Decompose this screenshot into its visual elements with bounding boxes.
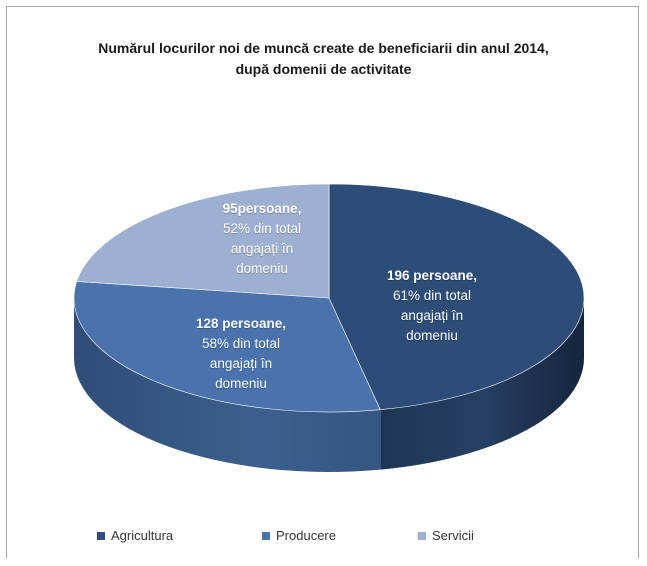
pie-slice-servicii <box>76 183 330 299</box>
legend-item-producere: Producere <box>262 528 336 543</box>
pie-side-producere <box>74 298 381 472</box>
legend-label-agricultura: Agricultura <box>111 528 174 543</box>
chart-title: Numărul locurilor noi de muncă create de… <box>0 38 647 80</box>
slice-label-agricultura-count: 196 persoane, <box>386 268 478 283</box>
chart-title-line-2: după domenii de activitate <box>235 61 412 77</box>
slice-label-servicii-pct: 52% din total <box>222 221 302 236</box>
pie-slice-producere <box>73 281 381 413</box>
slice-label-producere-count: 128 persoane, <box>195 316 287 331</box>
chart-area <box>6 6 639 559</box>
slice-label-producere: 128 persoane, 58% din total angajați în … <box>181 314 301 394</box>
legend-swatch-agricultura <box>97 531 105 540</box>
slice-label-servicii-count: 95persoane, <box>222 201 302 216</box>
legend-label-servicii: Servicii <box>432 528 474 543</box>
slice-label-agricultura-l4: domeniu <box>406 328 458 343</box>
legend-swatch-producere <box>262 531 270 540</box>
legend-label-producere: Producere <box>276 528 336 543</box>
slice-label-agricultura-l3: angajați în <box>400 308 464 323</box>
slice-label-producere-pct: 58% din total <box>201 336 281 351</box>
slice-label-agricultura: 196 persoane, 61% din total angajați în … <box>372 266 492 346</box>
slice-label-agricultura-pct: 61% din total <box>392 288 472 303</box>
slice-label-producere-l3: angajați în <box>209 356 273 371</box>
slice-label-servicii-l4: domeniu <box>236 261 288 276</box>
chart-title-line-1: Numărul locurilor noi de muncă create de… <box>98 40 549 56</box>
pie-tops <box>73 183 585 413</box>
slice-label-producere-l4: domeniu <box>215 376 267 391</box>
pie-side-agricultura <box>380 298 584 470</box>
legend-swatch-servicii <box>418 531 426 540</box>
legend-item-agricultura: Agricultura <box>97 528 173 543</box>
pie-slice-agricultura <box>328 183 585 410</box>
slice-label-servicii: 95persoane, 52% din total angajați în do… <box>202 199 322 279</box>
slice-label-servicii-l3: angajați în <box>230 241 294 256</box>
pie-sides <box>74 298 584 472</box>
legend-item-servicii: Servicii <box>418 528 474 543</box>
